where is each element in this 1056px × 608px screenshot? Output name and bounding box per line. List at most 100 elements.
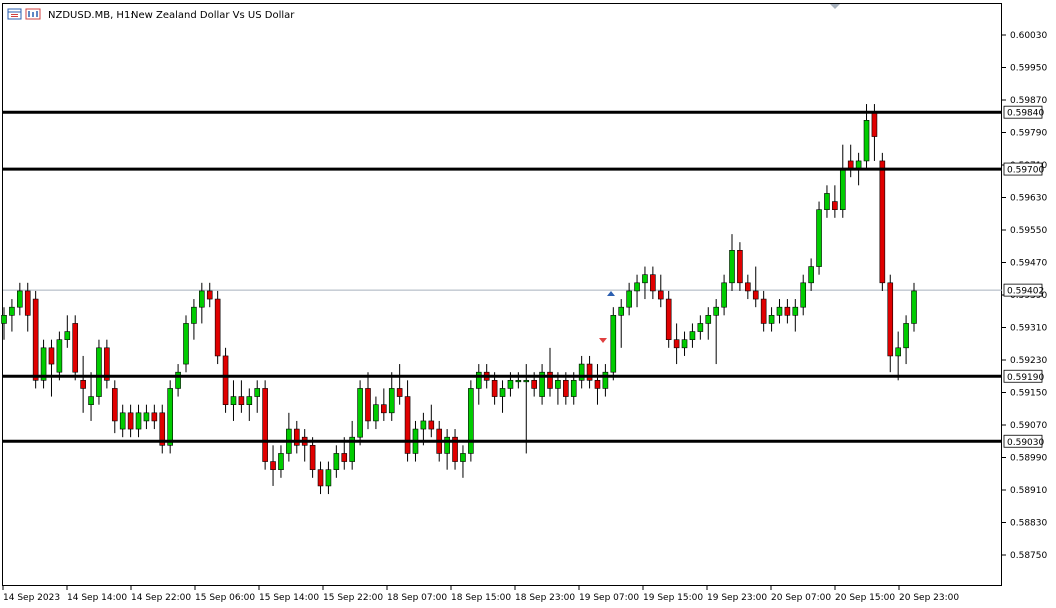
candle bbox=[388, 372, 395, 421]
x-tick-label: 18 Sep 07:00 bbox=[387, 593, 447, 603]
candle bbox=[547, 347, 553, 397]
candle bbox=[151, 404, 158, 430]
candle-body bbox=[1, 315, 7, 324]
candle bbox=[665, 290, 672, 348]
candle-body bbox=[618, 306, 625, 316]
candle-body bbox=[697, 323, 704, 332]
candle-body bbox=[9, 306, 15, 316]
chart-symbol: NZDUSD.MB, H1: bbox=[48, 10, 134, 21]
candle bbox=[737, 242, 743, 291]
candle-body bbox=[183, 323, 189, 365]
candle-body bbox=[499, 388, 506, 397]
x-tick-label: 14 Sep 2023 bbox=[3, 593, 60, 603]
candle bbox=[111, 380, 118, 434]
level-price-label: 0.59030 bbox=[1003, 434, 1044, 448]
candle bbox=[159, 404, 166, 454]
candle-body bbox=[80, 380, 86, 389]
svg-text:0.59190: 0.59190 bbox=[1007, 373, 1044, 383]
candle bbox=[24, 282, 31, 332]
candle bbox=[88, 372, 94, 421]
candle bbox=[911, 282, 917, 332]
candle bbox=[824, 185, 830, 218]
table-icon[interactable] bbox=[7, 8, 22, 20]
candle-body bbox=[824, 193, 830, 210]
candle bbox=[792, 299, 799, 332]
x-tick-label: 20 Sep 23:00 bbox=[899, 593, 959, 603]
chart-window-icon[interactable] bbox=[25, 8, 41, 20]
candle-body bbox=[246, 396, 253, 405]
candle bbox=[610, 307, 617, 381]
candle-body bbox=[602, 371, 609, 389]
candle-body bbox=[460, 453, 466, 462]
candle bbox=[32, 290, 39, 389]
candle bbox=[776, 299, 783, 324]
candle bbox=[618, 299, 625, 348]
candle-body bbox=[48, 347, 55, 365]
candle-body bbox=[721, 282, 727, 308]
level-price-label: 0.59840 bbox=[1003, 105, 1044, 119]
y-tick-label: 0.58750 bbox=[1010, 551, 1047, 561]
candle bbox=[72, 315, 79, 381]
candle-body bbox=[808, 266, 814, 284]
candle bbox=[460, 445, 466, 478]
candle-body bbox=[729, 250, 735, 284]
candle-body bbox=[333, 453, 340, 470]
candle bbox=[365, 372, 371, 430]
candle-body bbox=[373, 404, 379, 422]
candle bbox=[317, 461, 324, 495]
y-tick-label: 0.59470 bbox=[1010, 259, 1047, 269]
candle-body bbox=[127, 412, 134, 430]
candle-body bbox=[119, 412, 126, 430]
x-tick-label: 18 Sep 23:00 bbox=[515, 593, 575, 603]
current-price-label: 0.59402 bbox=[1003, 283, 1044, 297]
candle bbox=[135, 404, 142, 438]
chart-shift-marker[interactable] bbox=[830, 4, 840, 9]
candle-body bbox=[111, 388, 118, 422]
candle-body bbox=[468, 388, 474, 454]
x-tick-label: 20 Sep 15:00 bbox=[835, 593, 895, 603]
x-tick-label: 14 Sep 14:00 bbox=[67, 593, 127, 603]
x-tick-label: 18 Sep 15:00 bbox=[451, 593, 511, 603]
y-tick-label: 0.59310 bbox=[1010, 324, 1047, 334]
candle-body bbox=[642, 274, 648, 284]
sell-arrow-icon bbox=[599, 338, 607, 343]
candle-body bbox=[143, 412, 150, 422]
candle-body bbox=[167, 388, 173, 446]
candle-body bbox=[657, 290, 664, 300]
candle-body bbox=[317, 469, 324, 487]
candle-body bbox=[784, 306, 791, 316]
candle bbox=[681, 331, 688, 356]
candle-body bbox=[222, 355, 229, 405]
candle-body bbox=[879, 160, 886, 284]
candle-body bbox=[816, 209, 822, 267]
candle-body bbox=[594, 380, 601, 389]
candle-body bbox=[270, 461, 276, 470]
candle-body bbox=[238, 396, 245, 405]
candle bbox=[246, 388, 253, 421]
candle-body bbox=[800, 282, 807, 308]
candle bbox=[206, 282, 213, 308]
candle-body bbox=[586, 363, 593, 381]
candle bbox=[863, 104, 870, 170]
candle-body bbox=[159, 412, 166, 446]
level-price-label: 0.59700 bbox=[1003, 162, 1044, 176]
y-tick-label: 0.58830 bbox=[1010, 519, 1047, 529]
svg-text:0.59402: 0.59402 bbox=[1007, 287, 1044, 297]
candle bbox=[64, 315, 71, 348]
candle bbox=[444, 429, 450, 470]
y-tick-label: 0.59150 bbox=[1010, 389, 1047, 399]
candle-body bbox=[341, 453, 348, 462]
candle-body bbox=[737, 250, 743, 284]
candle-body bbox=[563, 380, 569, 397]
candle bbox=[800, 274, 807, 316]
candle bbox=[191, 299, 197, 340]
level-price-label: 0.59190 bbox=[1003, 369, 1044, 383]
svg-text:0.59840: 0.59840 bbox=[1007, 109, 1044, 119]
candle-body bbox=[475, 371, 482, 389]
candle bbox=[56, 331, 63, 381]
candle-body bbox=[88, 396, 94, 405]
candle-body bbox=[792, 306, 799, 316]
candle-body bbox=[650, 274, 656, 292]
